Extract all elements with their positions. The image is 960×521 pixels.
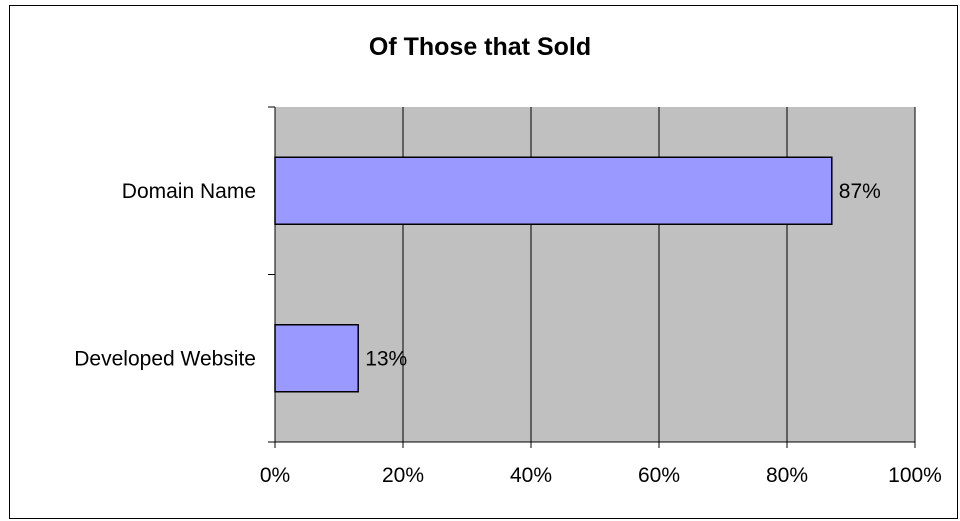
x-tick-label-5: 100% [888, 464, 942, 487]
x-tick-label-3: 60% [638, 464, 680, 487]
chart-title: Of Those that Sold [368, 33, 592, 61]
bar-1 [274, 324, 359, 393]
x-tick-label-0: 0% [260, 464, 290, 487]
category-label-1: Developed Website [74, 347, 256, 370]
x-tick-label-4: 80% [766, 464, 808, 487]
data-label-0: 87% [839, 180, 881, 203]
data-label-1: 13% [365, 347, 407, 370]
x-tick-label-1: 20% [382, 464, 424, 487]
category-label-0: Domain Name [122, 180, 256, 203]
bar-0 [274, 156, 833, 225]
x-tick-label-2: 40% [510, 464, 552, 487]
